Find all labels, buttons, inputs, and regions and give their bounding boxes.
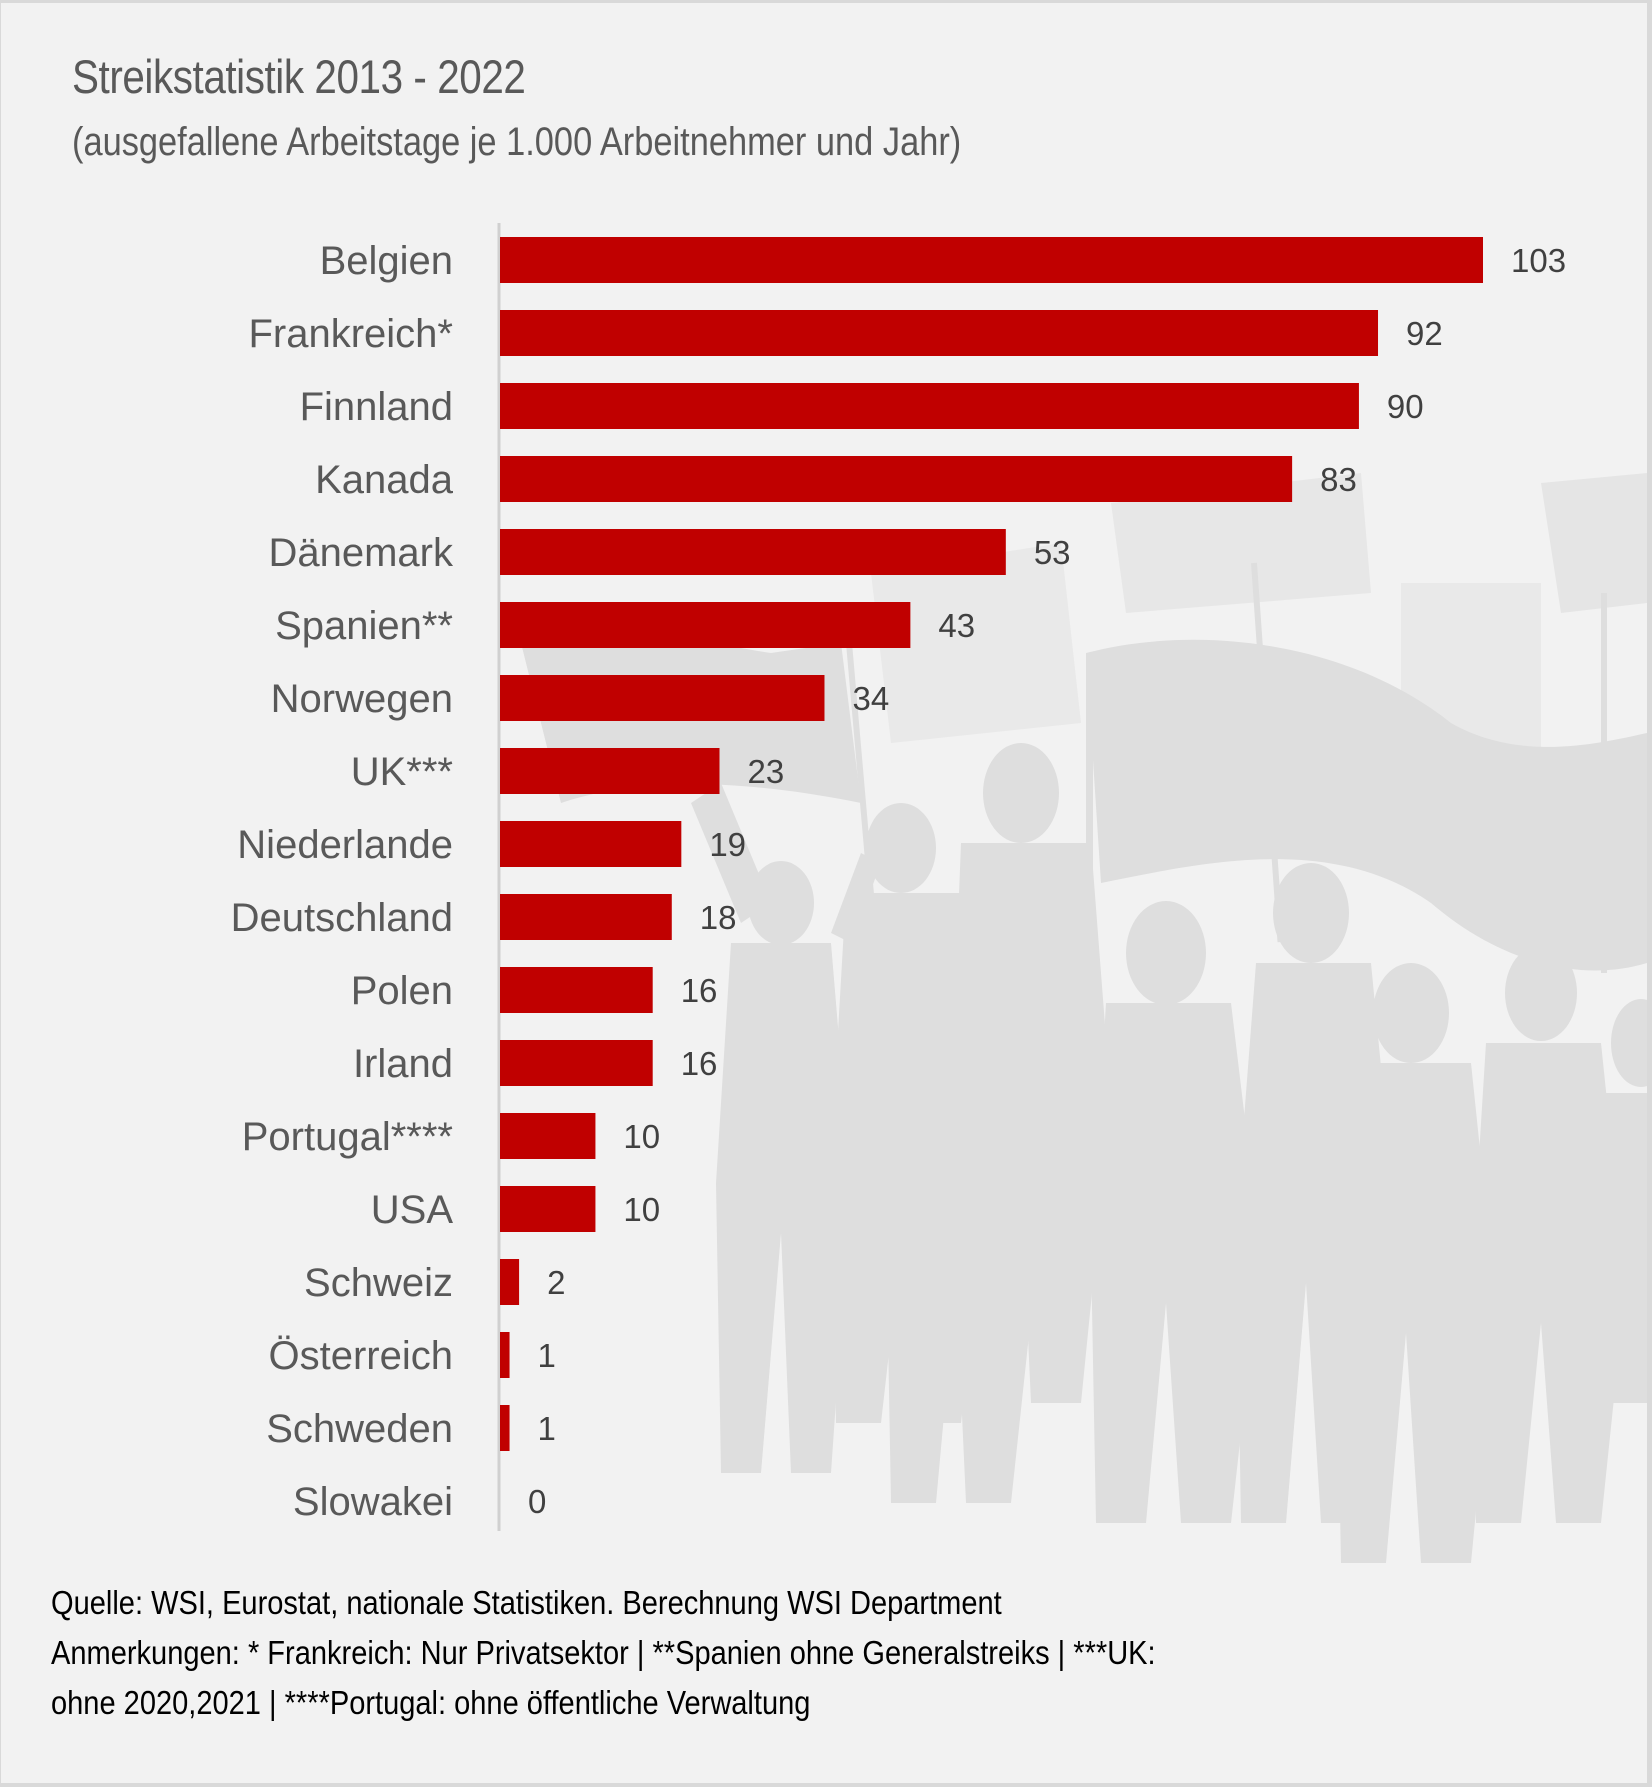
bar-5 <box>500 602 911 648</box>
data-label: 16 <box>681 972 718 1009</box>
data-label: 16 <box>681 1045 718 1082</box>
bar-15 <box>500 1332 510 1378</box>
data-label: 2 <box>547 1264 565 1301</box>
category-label: Niederlande <box>237 823 453 867</box>
data-label: 18 <box>700 899 737 936</box>
bar-14 <box>500 1259 520 1305</box>
chart-title: Streikstatistik 2013 - 2022 <box>72 50 526 103</box>
category-label: Norwegen <box>271 677 453 721</box>
bar-7 <box>500 748 720 794</box>
protest-crowd-silhouette-icon <box>521 473 1647 1563</box>
bar-9 <box>500 894 672 940</box>
data-label: 34 <box>852 680 889 717</box>
data-label: 92 <box>1406 315 1443 352</box>
data-label: 1 <box>538 1337 556 1374</box>
data-label: 10 <box>623 1118 660 1155</box>
category-label: Slowakei <box>293 1480 453 1524</box>
bar-6 <box>500 675 825 721</box>
category-label: Schweden <box>266 1407 453 1451</box>
data-label: 19 <box>709 826 746 863</box>
data-label: 43 <box>938 607 975 644</box>
category-label: Irland <box>353 1042 453 1086</box>
category-label: Kanada <box>315 458 454 502</box>
bar-1 <box>500 310 1379 356</box>
bar-13 <box>500 1186 596 1232</box>
category-label: Deutschland <box>231 896 453 940</box>
chart-footer: Quelle: WSI, Eurostat, nationale Statist… <box>51 1578 1156 1728</box>
category-label: Dänemark <box>268 531 454 575</box>
bar-16 <box>500 1405 510 1451</box>
bar-10 <box>500 967 653 1013</box>
source-note: Quelle: WSI, Eurostat, nationale Statist… <box>51 1584 1002 1621</box>
category-label: Österreich <box>269 1334 454 1378</box>
bar-2 <box>500 383 1359 429</box>
data-label: 23 <box>748 753 785 790</box>
footnotes-line-2: ohne 2020,2021 | ****Portugal: ohne öffe… <box>51 1684 811 1721</box>
chart-subtitle: (ausgefallene Arbeitstage je 1.000 Arbei… <box>72 120 962 164</box>
data-label: 90 <box>1387 388 1424 425</box>
category-label: Spanien** <box>275 604 453 648</box>
category-label: USA <box>371 1188 454 1232</box>
data-label: 83 <box>1320 461 1357 498</box>
category-label: Schweiz <box>304 1261 453 1305</box>
bar-11 <box>500 1040 653 1086</box>
category-label: Finnland <box>300 385 453 429</box>
chart-panel: Streikstatistik 2013 - 2022 (ausgefallen… <box>1 3 1647 1783</box>
category-label: Frankreich* <box>248 312 453 356</box>
bar-4 <box>500 529 1006 575</box>
category-label: Portugal**** <box>242 1115 453 1159</box>
bar-12 <box>500 1113 596 1159</box>
bar-8 <box>500 821 682 867</box>
data-label: 0 <box>528 1483 546 1520</box>
bar-3 <box>500 456 1293 502</box>
bar-0 <box>500 237 1483 283</box>
data-label: 103 <box>1511 242 1566 279</box>
data-label: 53 <box>1034 534 1071 571</box>
footnotes-line-1: Anmerkungen: * Frankreich: Nur Privatsek… <box>51 1634 1156 1671</box>
data-label: 1 <box>538 1410 556 1447</box>
bar-chart: Belgien Frankreich* Finnland Kanada Dänemark… <box>231 223 1566 1531</box>
category-label: Polen <box>351 969 453 1013</box>
data-label: 10 <box>623 1191 660 1228</box>
category-label: UK*** <box>351 750 453 794</box>
category-label: Belgien <box>320 239 453 283</box>
